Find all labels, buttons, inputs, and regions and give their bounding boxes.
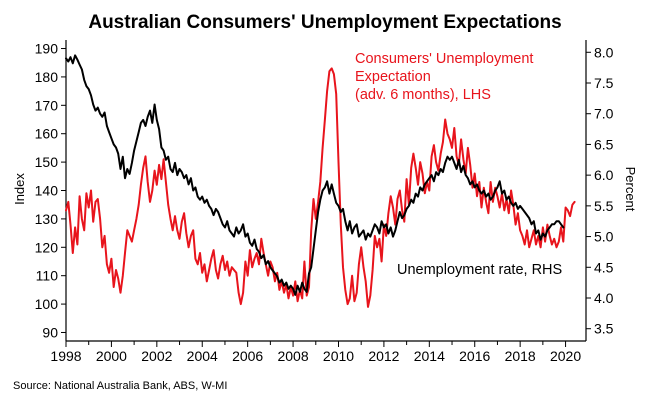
x-tick-label: 2004 [187,348,218,364]
red-series-label-line-2: Expectation [355,69,431,85]
right-tick-label: 7.0 [594,106,614,122]
series-layer [65,54,576,308]
right-axis: 3.5 4.0 4.5 5.0 5.5 6.0 6.5 7.0 7.5 8.0 [586,44,614,337]
x-tick-label: 2016 [459,348,490,364]
x-tick-label: 2018 [505,348,536,364]
right-tick-label: 3.5 [594,321,614,337]
plot-frame [65,40,587,342]
right-tick-label: 7.5 [594,75,614,91]
x-tick-label: 2002 [141,348,172,364]
x-tick-label: 2020 [550,348,581,364]
left-axis: 90 100 110 120 130 140 150 160 170 180 190 [35,41,66,340]
left-tick-label: 180 [35,69,59,85]
x-tick-label: 1998 [50,348,81,364]
right-tick-label: 6.5 [594,136,614,152]
series-line-unemployment-rate [65,54,565,296]
x-tick-label: 2014 [414,348,445,364]
x-tick-label: 2006 [232,348,263,364]
x-axis: 1998 2000 2002 2004 2006 2008 2010 2012 2014 2016… [50,341,581,364]
x-tick-label: 2000 [96,348,127,364]
left-tick-label: 150 [35,154,59,170]
left-tick-label: 170 [35,97,59,113]
x-tick-label: 2010 [323,348,354,364]
left-tick-label: 130 [35,211,59,227]
left-tick-label: 160 [35,126,59,142]
left-tick-label: 90 [42,324,58,340]
red-series-label-line-3: (adv. 6 months), LHS [355,87,491,103]
left-axis-title: Index [12,173,27,205]
right-axis-title: Percent [623,167,638,212]
black-series-label: Unemployment rate, RHS [397,262,562,278]
series-line-unemployment-expectation [65,67,576,308]
left-tick-label: 140 [35,183,59,199]
right-tick-label: 8.0 [594,44,614,60]
chart-title: Australian Consumers' Unemployment Expec… [88,12,561,33]
right-tick-label: 4.0 [594,290,614,306]
right-tick-label: 4.5 [594,259,614,275]
right-tick-label: 5.5 [594,198,614,214]
x-tick-label: 2012 [368,348,399,364]
left-tick-label: 100 [35,296,59,312]
right-tick-label: 6.0 [594,167,614,183]
right-tick-label: 5.0 [594,229,614,245]
source-note: Source: National Australia Bank, ABS, W-… [13,380,227,392]
left-tick-label: 190 [35,41,59,57]
left-tick-label: 110 [36,268,59,284]
red-series-label-line-1: Consumers' Unemployment [355,51,533,67]
x-tick-label: 2008 [277,348,308,364]
left-tick-label: 120 [35,239,59,255]
red-series-annotation: Consumers' Unemployment Expectation (adv… [355,51,533,103]
